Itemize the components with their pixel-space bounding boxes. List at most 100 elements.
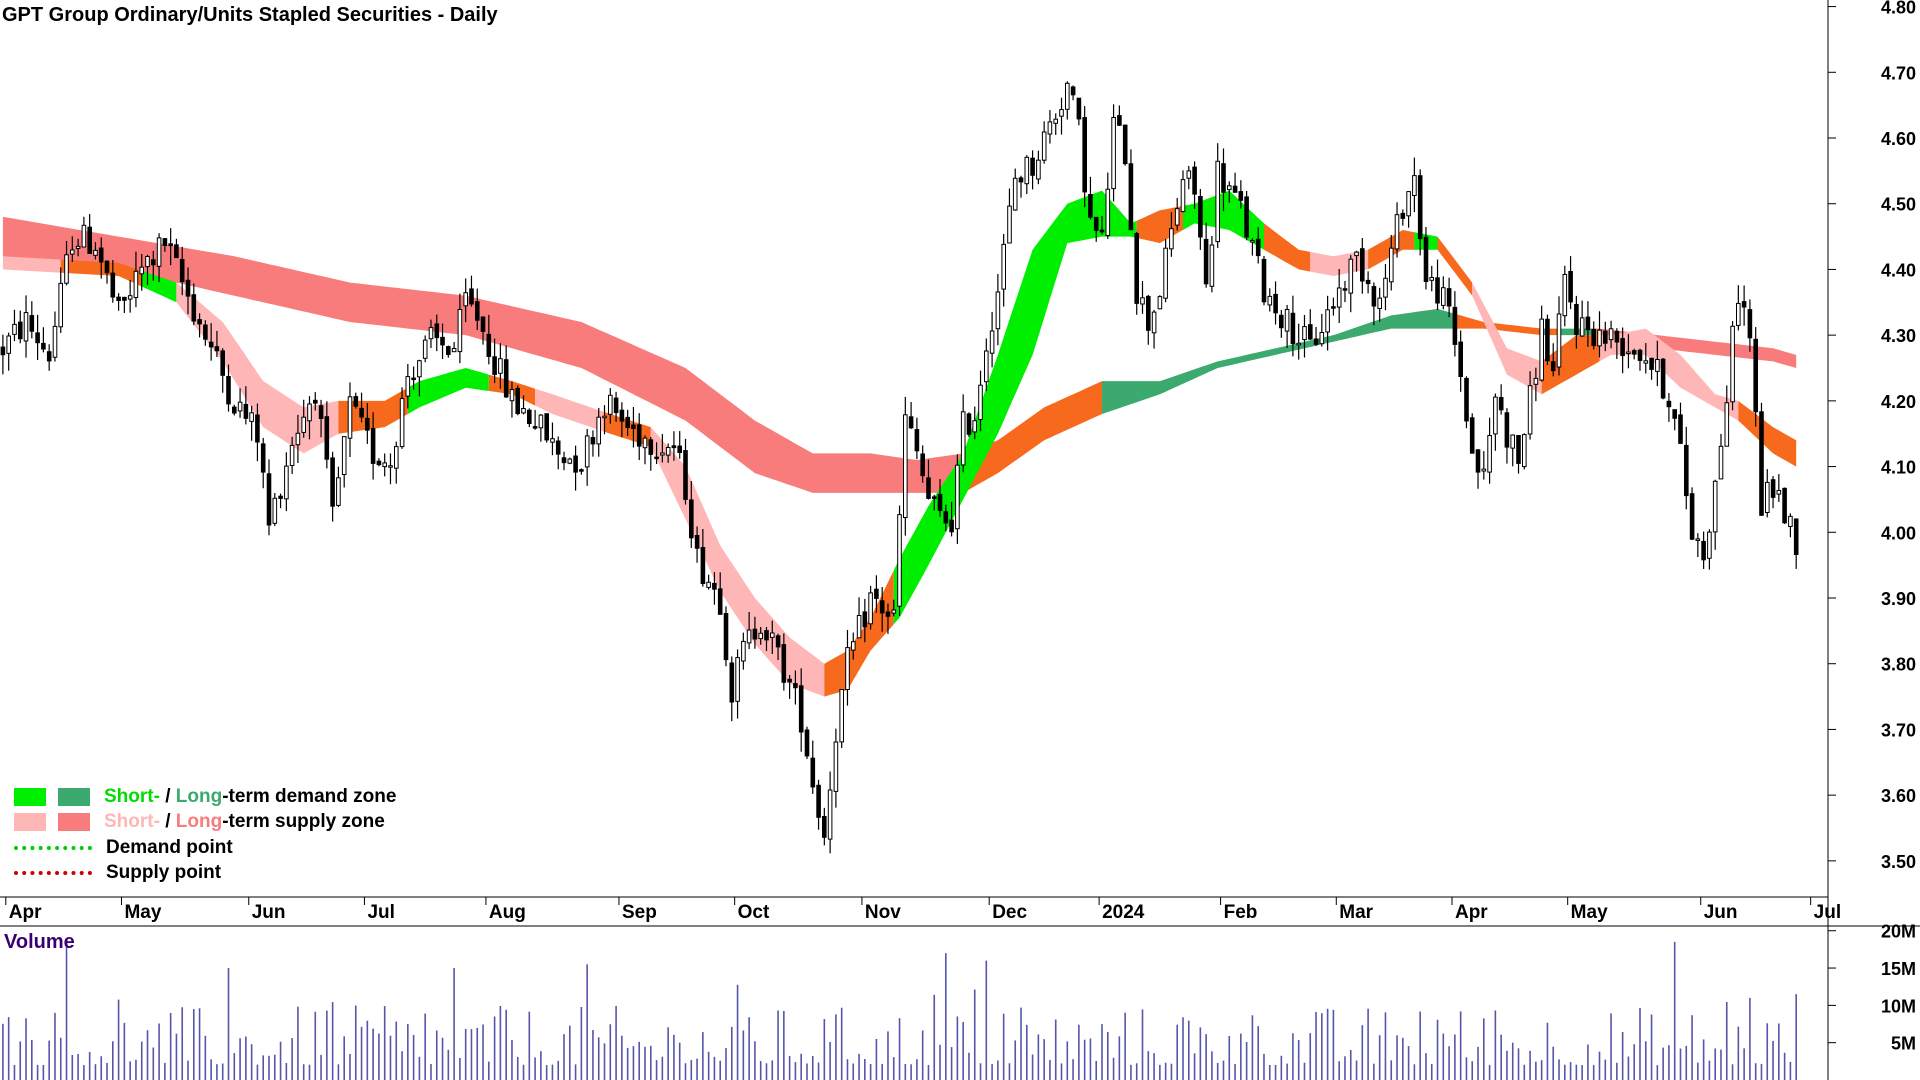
- candle-body: [1533, 377, 1539, 385]
- candle-body: [1221, 163, 1226, 193]
- candle-body: [382, 462, 387, 468]
- candle-body: [845, 647, 850, 690]
- short-demand-swatch: [14, 787, 46, 806]
- candle-body: [723, 613, 729, 661]
- candle-body: [1255, 238, 1261, 257]
- candle-body: [671, 445, 677, 449]
- candle-body: [758, 632, 764, 640]
- candle-body: [1753, 338, 1759, 413]
- candle-body: [1383, 277, 1388, 298]
- legend-separator: /: [159, 811, 176, 833]
- candle-body: [463, 292, 468, 307]
- short-term-zone-band: [2, 256, 61, 273]
- candle-body: [897, 514, 902, 607]
- candle-body: [1730, 325, 1735, 403]
- candle-body: [492, 356, 497, 375]
- price-tick-label: 4.30: [1881, 326, 1916, 346]
- legend-supply-point-text: Supply point: [106, 862, 222, 884]
- price-tick-label: 3.50: [1881, 852, 1916, 872]
- candle-body: [232, 406, 237, 414]
- candle-body: [1134, 233, 1140, 304]
- candle-body: [1689, 493, 1695, 540]
- short-term-zone-band: [1310, 249, 1369, 276]
- candle-body: [405, 376, 411, 397]
- candle-body: [770, 632, 775, 638]
- candle-body: [1655, 359, 1660, 372]
- candle-body: [486, 333, 492, 357]
- candle-body: [18, 321, 23, 340]
- candle-body: [1093, 216, 1099, 231]
- candle-body: [278, 495, 283, 499]
- candle-body: [226, 376, 231, 405]
- candle-body: [1059, 109, 1064, 117]
- candle-body: [1215, 160, 1221, 243]
- candle-body: [1603, 330, 1608, 344]
- candle-body: [417, 360, 422, 378]
- candle-body: [1736, 302, 1741, 326]
- candle-body: [1406, 191, 1411, 217]
- candle-body: [584, 435, 590, 468]
- candle-body: [949, 519, 954, 533]
- candle-body: [1296, 342, 1302, 346]
- price-tick-label: 4.40: [1881, 260, 1916, 280]
- candle-body: [793, 683, 798, 689]
- candle-body: [1614, 330, 1620, 343]
- candle-body: [1377, 297, 1383, 310]
- candle-body: [1348, 258, 1354, 294]
- candle-body: [1793, 518, 1799, 555]
- candle-body: [1001, 243, 1007, 290]
- candle-body: [1151, 311, 1157, 334]
- long-term-zone-band: [963, 381, 1102, 493]
- zone-bands: [2, 190, 1797, 697]
- candle-body: [717, 588, 723, 615]
- candle-body: [0, 346, 6, 356]
- candle-body: [1701, 540, 1706, 561]
- candle-body: [214, 346, 220, 352]
- candle-body: [1568, 271, 1573, 303]
- long-term-zone-band: [1547, 328, 1559, 336]
- candle-body: [1111, 117, 1116, 190]
- short-term-zone-band: [1541, 335, 1600, 395]
- candle-body: [1336, 287, 1342, 308]
- candle-body: [1140, 297, 1145, 305]
- candle-body: [1365, 279, 1371, 285]
- price-tick-label: 4.80: [1881, 0, 1916, 18]
- candle-body: [1452, 306, 1458, 345]
- candle-body: [1012, 177, 1018, 211]
- short-term-zone-band: [893, 190, 1137, 625]
- candle-body: [596, 416, 602, 445]
- candle-body: [1493, 396, 1498, 435]
- candle-body: [1308, 324, 1313, 340]
- candle-body: [1724, 402, 1730, 447]
- candle-body: [1244, 196, 1249, 238]
- candle-body: [203, 324, 208, 340]
- candle-body: [1597, 329, 1602, 347]
- short-term-zone-band: [176, 282, 339, 454]
- candle-body: [41, 342, 46, 350]
- legend-demand-zone-text: -term demand zone: [222, 785, 397, 807]
- candle-body: [307, 403, 312, 422]
- candle-body: [1024, 156, 1030, 185]
- candle-body: [1435, 277, 1440, 304]
- price-tick-label: 4.50: [1881, 195, 1916, 215]
- candle-body: [527, 409, 532, 425]
- volume-tick-label: 5M: [1891, 1034, 1916, 1054]
- candle-body: [625, 416, 631, 428]
- candle-body: [428, 327, 434, 340]
- legend-long-label: Long: [175, 785, 223, 807]
- candle-body: [1510, 434, 1516, 449]
- candle-body: [822, 816, 827, 838]
- candle-body: [1238, 191, 1244, 201]
- candle-body: [422, 339, 428, 359]
- candle-body: [1788, 515, 1793, 528]
- candle-body: [365, 417, 370, 431]
- long-demand-swatch: [58, 787, 90, 806]
- short-term-zone-band: [650, 427, 825, 697]
- legend-short-label: Short-: [104, 811, 160, 833]
- candle-body: [208, 341, 214, 348]
- legend-supply-zone: Short- / Long -term supply zone: [14, 810, 396, 836]
- candle-body: [856, 615, 862, 639]
- candle-body: [1319, 332, 1325, 345]
- candle-body: [515, 387, 521, 415]
